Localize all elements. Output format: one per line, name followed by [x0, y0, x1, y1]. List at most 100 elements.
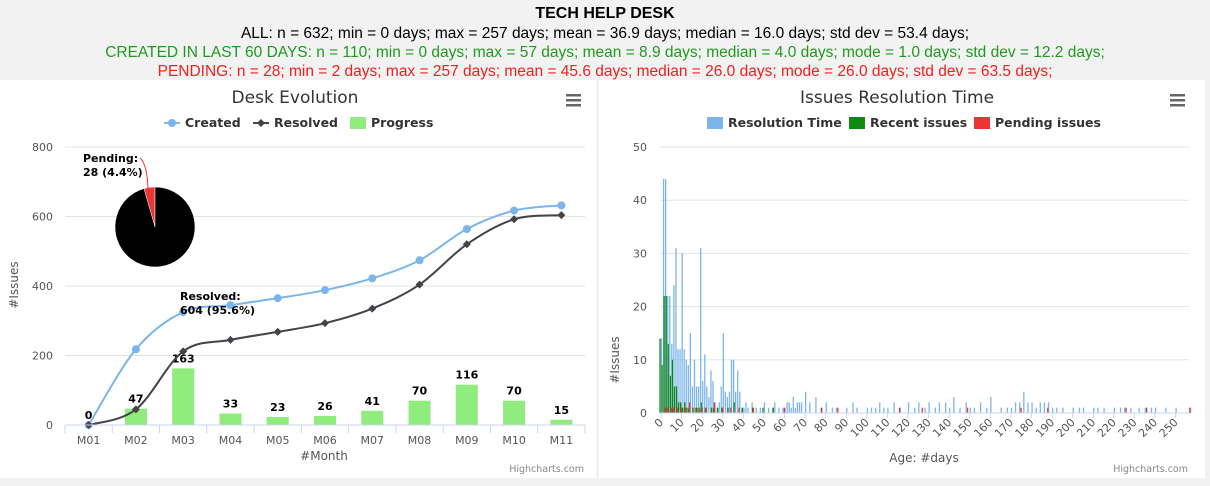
hamburger-menu-icon[interactable] [562, 92, 584, 110]
progress-bar[interactable] [219, 413, 242, 425]
resolution-time-bar[interactable] [718, 402, 720, 413]
progress-bar[interactable] [266, 417, 289, 425]
pending-issues-bar[interactable] [666, 407, 668, 413]
resolution-time-bar[interactable] [714, 402, 716, 413]
pending-issues-bar[interactable] [1145, 407, 1148, 413]
legend-item-created[interactable]: Created [164, 115, 241, 130]
resolution-time-bar[interactable] [673, 285, 675, 413]
resolution-time-bar[interactable] [784, 407, 786, 413]
pending-issues-bar[interactable] [1020, 407, 1022, 413]
legend-item-resolved[interactable]: Resolved [253, 115, 338, 130]
resolution-time-bar[interactable] [1051, 407, 1054, 413]
recent-issues-bar[interactable] [677, 402, 680, 413]
resolution-time-bar[interactable] [669, 295, 671, 413]
recent-issues-bar[interactable] [692, 407, 694, 413]
pending-issues-bar[interactable] [921, 407, 923, 413]
recent-issues-bar[interactable] [659, 338, 661, 413]
resolution-time-bar[interactable] [1035, 407, 1037, 413]
resolved-point[interactable] [321, 319, 329, 328]
recent-issues-bar[interactable] [710, 407, 713, 413]
pending-issues-bar[interactable] [783, 407, 786, 413]
resolution-time-bar[interactable] [704, 354, 706, 413]
progress-bar[interactable] [172, 368, 195, 425]
resolution-time-bar[interactable] [879, 402, 881, 413]
resolution-time-bar[interactable] [687, 365, 689, 413]
progress-bar[interactable] [455, 384, 478, 425]
pending-issues-bar[interactable] [670, 407, 672, 413]
resolved-point[interactable] [368, 304, 377, 313]
recent-issues-bar[interactable] [688, 407, 690, 413]
legend-item-recent-issues[interactable]: Recent issues [849, 115, 967, 130]
resolution-time-bar[interactable] [809, 402, 811, 413]
resolution-time-bar[interactable] [695, 386, 698, 413]
resolution-time-bar[interactable] [720, 386, 722, 413]
resolution-time-bar[interactable] [724, 391, 727, 413]
pending-issues-bar[interactable] [705, 407, 707, 413]
resolution-time-bar[interactable] [763, 402, 766, 413]
resolution-time-bar[interactable] [928, 402, 930, 413]
pending-issues-bar[interactable] [695, 407, 697, 413]
progress-bar[interactable] [361, 410, 384, 425]
resolution-time-bar[interactable] [747, 407, 749, 413]
resolution-time-bar[interactable] [732, 359, 735, 413]
resolution-time-bar[interactable] [1130, 407, 1132, 413]
pending-issues-bar[interactable] [1125, 407, 1127, 413]
recent-issues-bar[interactable] [717, 407, 719, 413]
resolved-point[interactable] [557, 211, 566, 220]
resolution-time-bar[interactable] [815, 397, 817, 413]
resolution-time-bar[interactable] [685, 359, 687, 413]
resolution-time-bar[interactable] [825, 402, 827, 413]
pending-issues-bar[interactable] [672, 407, 674, 413]
recent-issues-bar[interactable] [686, 407, 688, 413]
pending-issues-bar[interactable] [721, 407, 724, 413]
resolution-time-bar[interactable] [1082, 407, 1085, 413]
recent-issues-bar[interactable] [727, 407, 729, 413]
resolution-time-bar[interactable] [679, 349, 681, 413]
resolved-point[interactable] [273, 327, 282, 336]
resolution-time-bar[interactable] [1154, 407, 1157, 413]
resolution-time-bar[interactable] [739, 391, 741, 413]
resolution-time-bar[interactable] [743, 407, 745, 413]
resolution-time-bar[interactable] [708, 397, 710, 413]
recent-issues-bar[interactable] [667, 343, 669, 413]
resolution-time-bar[interactable] [697, 386, 700, 413]
created-point[interactable] [131, 345, 140, 354]
resolution-time-bar[interactable] [965, 402, 967, 413]
pending-issues-bar[interactable] [1189, 407, 1191, 413]
resolution-time-bar[interactable] [786, 402, 788, 413]
resolved-point[interactable] [131, 405, 140, 414]
resolution-time-bar[interactable] [1056, 407, 1058, 413]
resolution-time-bar[interactable] [689, 333, 692, 413]
resolution-time-bar[interactable] [1000, 407, 1002, 413]
pie-slice-resolved[interactable] [114, 186, 196, 268]
resolution-time-bar[interactable] [959, 407, 961, 413]
pending-issues-bar[interactable] [684, 407, 687, 413]
resolution-time-bar[interactable] [1119, 407, 1122, 413]
resolution-time-bar[interactable] [918, 402, 920, 413]
created-point[interactable] [179, 308, 188, 317]
resolution-time-bar[interactable] [835, 407, 838, 413]
recent-issues-bar[interactable] [698, 407, 700, 413]
resolution-time-bar[interactable] [973, 407, 976, 413]
progress-bar[interactable] [550, 419, 573, 425]
resolution-time-bar[interactable] [735, 391, 737, 413]
legend-item-progress[interactable]: Progress [350, 115, 433, 130]
resolved-point[interactable] [415, 280, 424, 289]
resolution-time-bar[interactable] [831, 407, 834, 413]
legend-item-resolution-time[interactable]: Resolution Time [707, 115, 842, 130]
resolution-time-bar[interactable] [792, 397, 794, 413]
resolution-time-bar[interactable] [887, 407, 889, 413]
created-point[interactable] [462, 225, 471, 234]
resolution-time-bar[interactable] [1023, 391, 1025, 413]
resolution-time-bar[interactable] [683, 349, 685, 413]
resolution-time-bar[interactable] [790, 407, 792, 413]
pending-issues-bar[interactable] [966, 407, 969, 413]
recent-issues-bar[interactable] [679, 402, 682, 413]
recent-issues-bar[interactable] [712, 407, 715, 413]
resolution-time-bar[interactable] [798, 402, 801, 413]
resolution-time-bar[interactable] [852, 402, 854, 413]
resolution-time-bar[interactable] [737, 370, 739, 413]
recent-issues-bar[interactable] [721, 407, 723, 413]
resolution-time-bar[interactable] [778, 407, 780, 413]
resolution-time-bar[interactable] [665, 178, 667, 413]
